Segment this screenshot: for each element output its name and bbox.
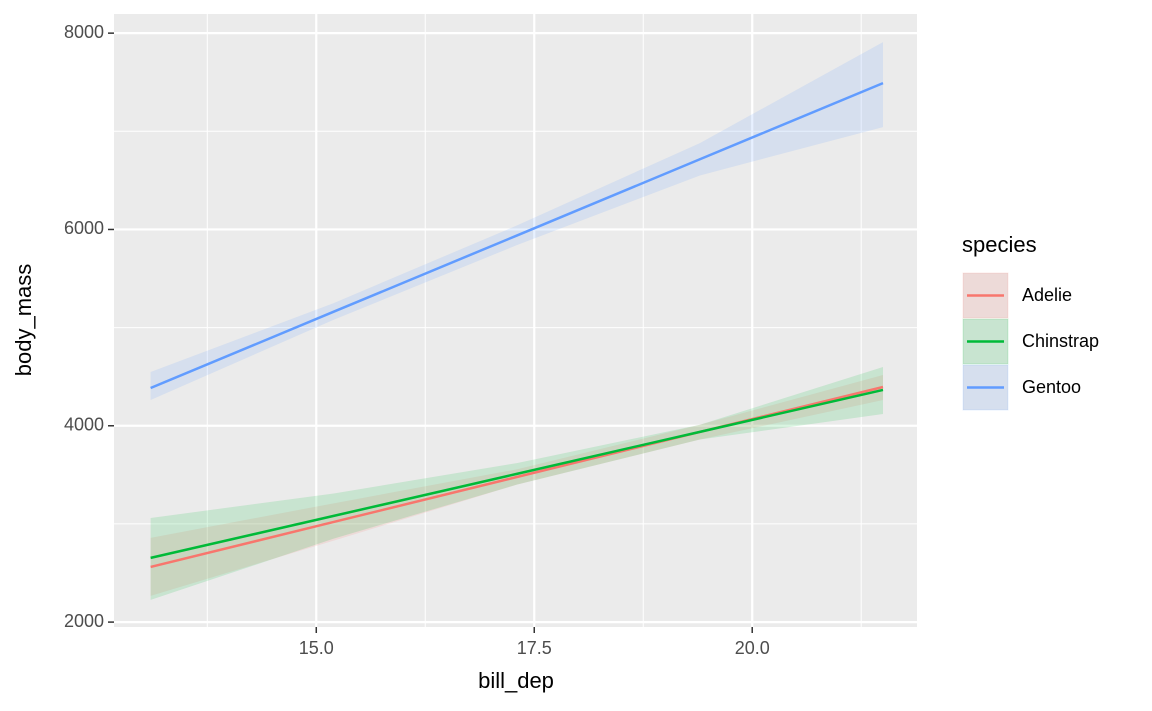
- legend-label: Chinstrap: [1022, 331, 1099, 351]
- legend-title: species: [962, 232, 1037, 257]
- y-tick-label: 2000: [64, 611, 104, 631]
- legend-label: Gentoo: [1022, 377, 1081, 397]
- y-tick-label: 6000: [64, 218, 104, 238]
- x-axis-title: bill_dep: [478, 668, 554, 693]
- regression-line: [150, 388, 884, 560]
- confidence-band: [150, 366, 883, 600]
- y-axis-title: body_mass: [11, 264, 36, 377]
- x-tick-label: 17.5: [517, 638, 552, 658]
- x-tick-label: 20.0: [735, 638, 770, 658]
- legend-label: Adelie: [1022, 285, 1072, 305]
- y-tick-label: 4000: [64, 415, 104, 435]
- y-tick-label: 8000: [64, 22, 104, 42]
- x-tick-label: 15.0: [299, 638, 334, 658]
- regression-line: [150, 81, 884, 390]
- confidence-band: [150, 375, 883, 596]
- panel: [114, 14, 917, 627]
